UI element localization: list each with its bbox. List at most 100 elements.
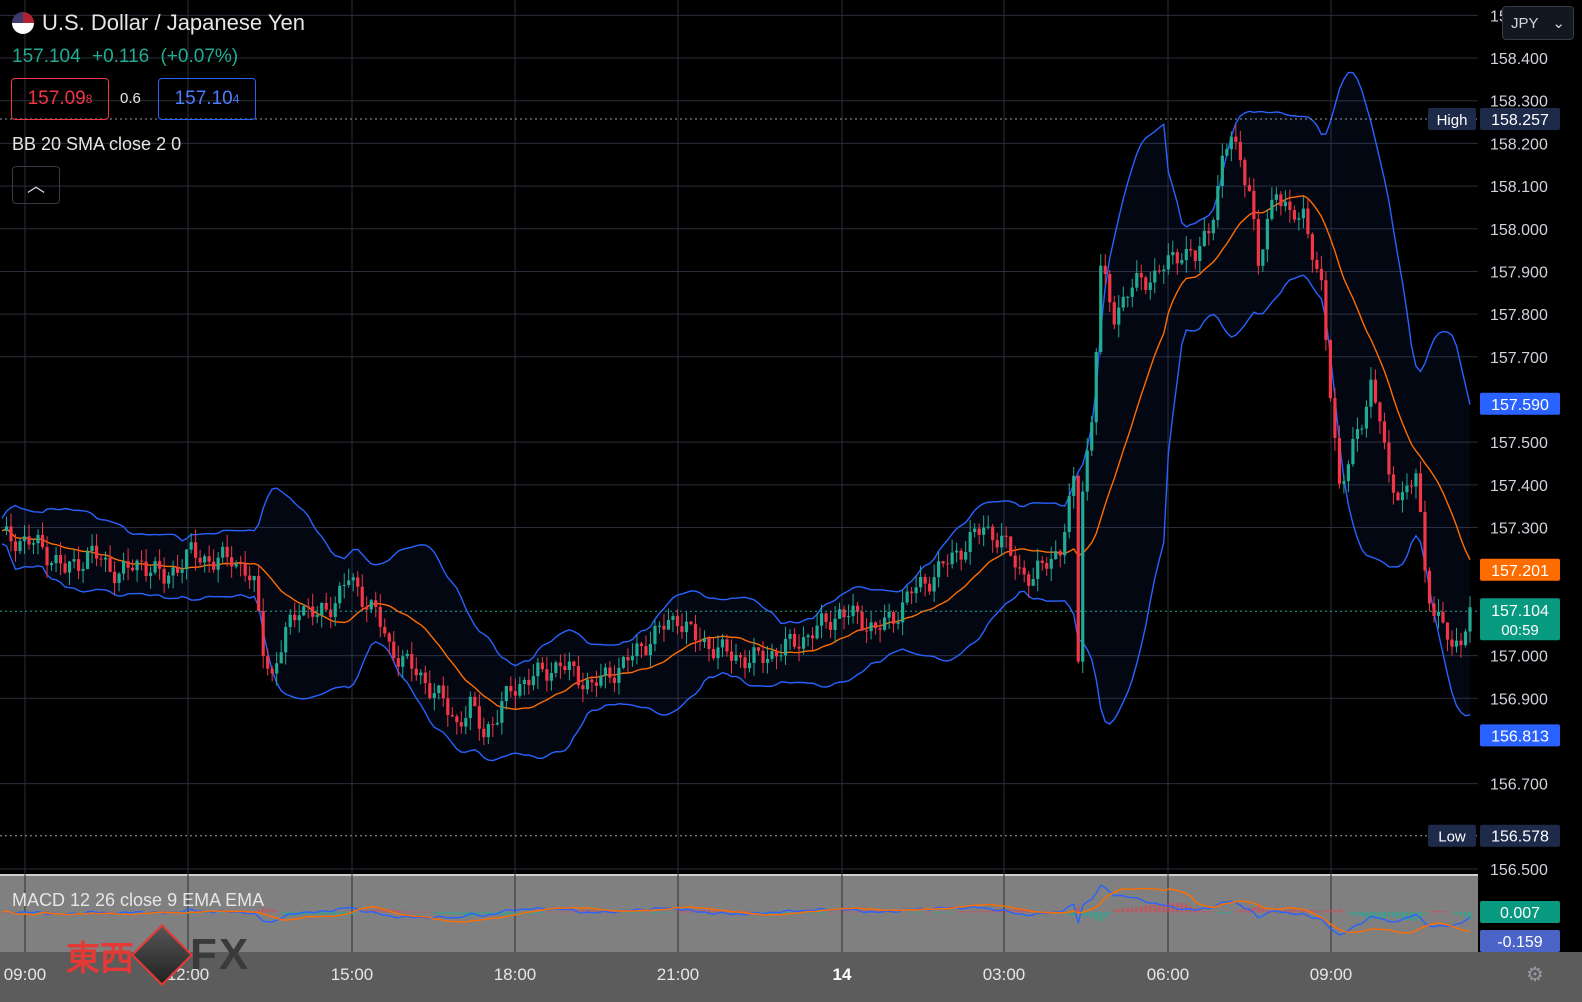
macd-histogram-bar	[973, 911, 977, 913]
candle-body	[919, 576, 923, 588]
candle-body	[648, 643, 653, 656]
candle-body	[1207, 230, 1211, 234]
candle-body	[869, 622, 873, 632]
candle-body	[243, 563, 247, 576]
candle-body	[1463, 631, 1468, 646]
candle-body	[428, 683, 432, 698]
candle-body	[716, 647, 720, 659]
candle-body	[734, 655, 738, 661]
candle-body	[603, 667, 608, 676]
candle-body	[1184, 248, 1188, 261]
macd-histogram-bar	[1418, 912, 1422, 918]
candle-body	[1121, 296, 1125, 308]
y-tick-label: 157.000	[1490, 649, 1548, 666]
macd-histogram-bar	[1234, 911, 1238, 913]
macd-histogram-bar	[874, 910, 878, 913]
candle-body	[22, 536, 27, 542]
candle-body	[662, 625, 666, 630]
candle-body	[824, 613, 828, 622]
currency-value: JPY	[1511, 14, 1539, 32]
y-tick-label: 157.400	[1490, 478, 1548, 495]
last-quote: 157.104 +0.116 (+0.07%)	[12, 46, 244, 68]
candle-body	[1324, 280, 1328, 341]
candle-body	[536, 662, 540, 677]
macd-histogram-bar	[1009, 909, 1013, 913]
candle-body	[94, 545, 99, 559]
macd-histogram-bar	[468, 912, 472, 917]
candle-body	[707, 638, 711, 649]
macd-histogram-bar	[716, 910, 720, 913]
collapse-indicators-button[interactable]: ︿	[12, 166, 60, 204]
candle-body	[1355, 429, 1360, 439]
macd-histogram-bar	[1279, 910, 1283, 913]
candle-body	[383, 626, 387, 634]
y-tick-label: 156.700	[1490, 777, 1548, 794]
macd-histogram-bar	[1121, 908, 1125, 913]
candle-body	[139, 560, 144, 562]
candle-body	[1346, 464, 1351, 482]
candle-body	[806, 635, 810, 638]
settings-gear-icon[interactable]: ⚙	[1526, 964, 1544, 986]
candle-body	[495, 722, 499, 725]
macd-histogram-bar	[68, 912, 72, 914]
macd-histogram-bar	[306, 912, 310, 915]
candle-body	[1144, 277, 1148, 290]
x-tick-label: 18:00	[494, 965, 537, 984]
candle-body	[837, 609, 842, 619]
candle-body	[977, 528, 981, 535]
candle-body	[9, 526, 13, 542]
candle-body	[599, 675, 603, 686]
macd-histogram-bar	[838, 911, 842, 913]
y-tick-label: 157.300	[1490, 521, 1548, 538]
candle-body	[612, 677, 617, 683]
candle-body	[315, 614, 319, 617]
bb-indicator-label[interactable]: BB 20 SMA close 2 0	[12, 134, 182, 154]
candle-body	[1063, 531, 1067, 556]
macd-histogram-bar	[1387, 912, 1391, 917]
currency-select[interactable]: JPY ⌄	[1502, 6, 1574, 40]
macd-histogram-bar	[865, 910, 869, 913]
price-change: +0.116	[91, 46, 150, 67]
sell-button[interactable]: 157.09 8	[11, 78, 109, 120]
candle-body	[18, 541, 22, 552]
macd-histogram-bar	[23, 912, 27, 914]
candle-body	[342, 584, 346, 586]
candle-body	[973, 528, 977, 533]
candle-body	[950, 552, 954, 565]
macd-histogram-bar	[689, 910, 693, 913]
candle-body	[545, 669, 549, 681]
macd-histogram-bar	[1211, 911, 1215, 913]
candle-body	[13, 541, 18, 552]
candle-body	[855, 605, 860, 612]
buy-pip: 4	[232, 92, 240, 106]
macd-histogram-bar	[1094, 912, 1098, 920]
macd-histogram-bar	[414, 911, 418, 913]
candle-body	[1247, 185, 1251, 191]
candle-body	[1445, 622, 1450, 640]
buy-button[interactable]: 157.10 4	[158, 78, 256, 120]
candle-body	[167, 575, 171, 584]
macd-histogram-bar	[1207, 911, 1211, 913]
candle-body	[1319, 268, 1323, 281]
candle-body	[500, 701, 504, 723]
macd-histogram-bar	[140, 912, 144, 914]
macd-histogram-bar	[743, 910, 747, 913]
macd-histogram-bar	[378, 908, 382, 913]
candle-body	[828, 621, 833, 630]
macd-histogram-bar	[1445, 911, 1449, 913]
candle-body	[887, 612, 891, 618]
chevron-up-icon: ︿	[27, 176, 45, 196]
macd-histogram-bar	[410, 911, 414, 913]
macd-indicator-label[interactable]: MACD 12 26 close 9 EMA EMA	[12, 890, 265, 910]
x-tick-label: 15:00	[331, 965, 374, 984]
candle-body	[1054, 551, 1058, 560]
candle-body	[1193, 250, 1197, 261]
candle-body	[293, 614, 297, 621]
candle-body	[761, 650, 765, 663]
candle-body	[369, 600, 373, 610]
candle-body	[162, 568, 166, 584]
candle-body	[1315, 259, 1319, 269]
macd-histogram-bar	[919, 912, 923, 914]
candle-body	[1337, 438, 1342, 484]
